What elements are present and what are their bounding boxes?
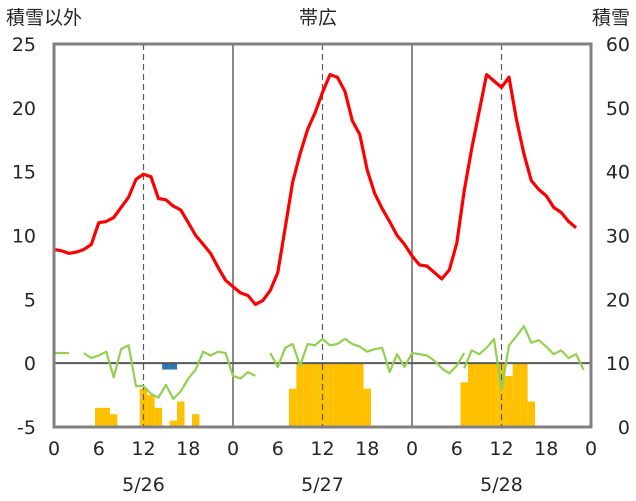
green-series-line — [269, 337, 466, 375]
snow-bar — [147, 395, 155, 427]
snow-bar — [505, 375, 513, 427]
snow-bar — [169, 420, 178, 427]
right-axis-label: 積雪 — [592, 7, 630, 29]
snow-bar — [154, 407, 163, 427]
date-label: 5/28 — [480, 474, 523, 496]
left-tick-label: -5 — [17, 417, 36, 439]
snow-bar — [527, 401, 536, 427]
snow-bar — [520, 363, 528, 427]
right-tick-label: 60 — [606, 34, 630, 56]
snow-bar — [303, 363, 312, 427]
snow-bar — [333, 363, 342, 427]
x-tick-label: 18 — [176, 438, 200, 460]
right-tick-label: 10 — [606, 353, 630, 375]
left-tick-label: 20 — [12, 98, 36, 120]
x-tick-label: 12 — [310, 438, 334, 460]
x-tick-label: 0 — [585, 438, 597, 460]
snow-bar — [460, 382, 468, 427]
right-tick-label: 40 — [606, 162, 630, 184]
right-tick-label: 30 — [606, 226, 630, 248]
negative-bar — [162, 363, 170, 370]
snow-bar — [191, 414, 200, 427]
snow-bar — [109, 414, 118, 427]
snow-bar — [356, 363, 364, 427]
left-tick-label: 25 — [12, 34, 36, 56]
green-series-line — [83, 344, 256, 400]
series-lines — [53, 72, 585, 400]
x-tick-label: 12 — [131, 438, 155, 460]
x-tick-label: 12 — [489, 438, 513, 460]
left-tick-label: 5 — [24, 289, 36, 311]
green-series-line — [463, 325, 585, 392]
plot-border — [52, 42, 593, 429]
x-tick-label: 6 — [272, 438, 284, 460]
grid-lines — [54, 44, 591, 427]
negative-bar — [169, 363, 178, 370]
left-tick-label: 10 — [12, 226, 36, 248]
snow-bar — [341, 363, 349, 427]
snow-bar — [326, 363, 334, 427]
snow-bar — [102, 407, 110, 427]
snow-bar — [475, 363, 483, 427]
right-tick-label: 50 — [606, 98, 630, 120]
right-tick-label: 0 — [618, 417, 630, 439]
snow-bar — [288, 388, 297, 427]
x-tick-label: 6 — [451, 438, 463, 460]
tick-labels: -5 0 5 10 15 20 25 0 10 20 30 40 50 60 0 6 12 18 0 6 12 18 0 6 1… — [12, 34, 630, 496]
x-tick-label: 6 — [93, 438, 105, 460]
x-tick-label: 18 — [534, 438, 558, 460]
snow-bar — [311, 363, 319, 427]
left-tick-label: 0 — [24, 353, 36, 375]
x-tick-label: 0 — [48, 438, 60, 460]
right-tick-label: 20 — [606, 289, 630, 311]
snow-bar — [95, 407, 103, 427]
left-tick-label: 15 — [12, 162, 36, 184]
snow-bar — [482, 363, 491, 427]
snow-bar — [512, 363, 521, 427]
snow-bar — [348, 363, 357, 427]
date-label: 5/27 — [301, 474, 344, 496]
snow-bar — [490, 363, 498, 427]
x-tick-label: 18 — [355, 438, 379, 460]
chart-title: 帯広 — [299, 7, 337, 29]
snow-bar — [363, 388, 371, 427]
x-tick-label: 0 — [227, 438, 239, 460]
snow-bar — [177, 401, 185, 427]
snow-bar — [296, 363, 304, 427]
temperature-line — [53, 72, 578, 306]
date-label: 5/26 — [122, 474, 165, 496]
x-tick-label: 0 — [406, 438, 418, 460]
left-axis-label: 積雪以外 — [6, 7, 82, 29]
snow-bar — [467, 363, 476, 427]
plot-frame — [52, 42, 593, 429]
